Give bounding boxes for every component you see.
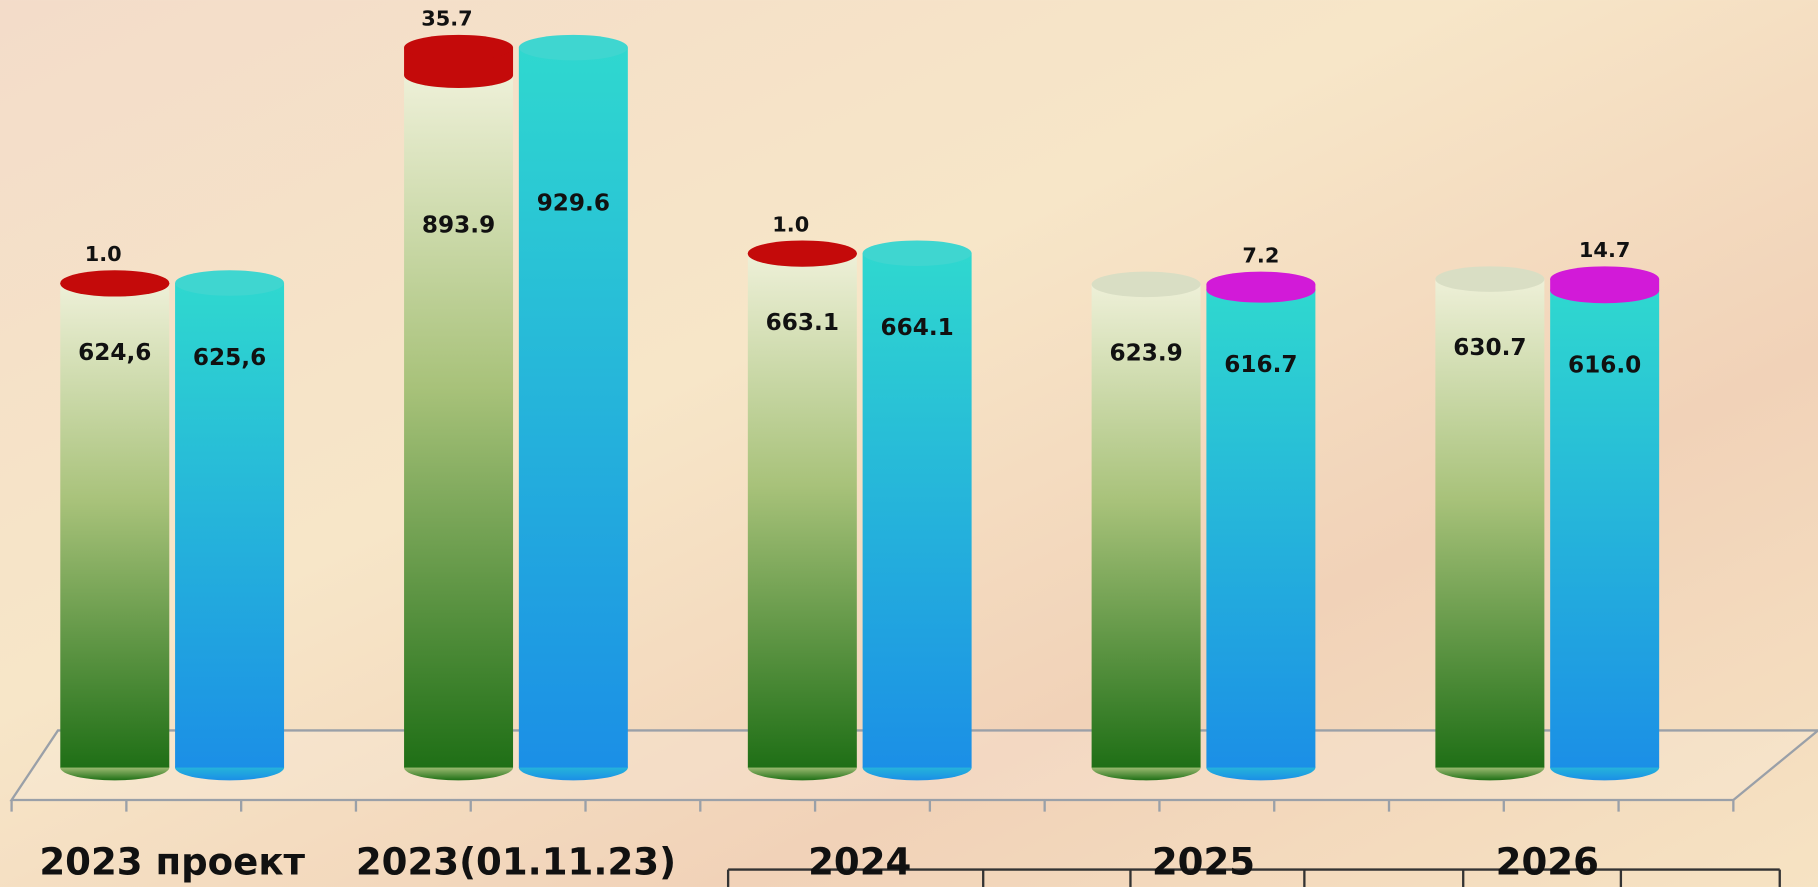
data-label: 7.2	[1242, 244, 1279, 268]
bar	[1206, 289, 1316, 768]
x-tick-label: 2023 проект	[39, 840, 305, 883]
cylinder-top	[862, 240, 972, 266]
data-label: 623.9	[1109, 339, 1182, 366]
bar	[747, 253, 857, 768]
data-label: 616.7	[1224, 351, 1297, 378]
cylinder-top	[747, 240, 857, 266]
data-label: 616.0	[1568, 351, 1641, 378]
data-label: 35.7	[421, 7, 472, 31]
cylinder-top	[1091, 271, 1201, 298]
data-label: 893.9	[422, 211, 495, 238]
x-tick-label: 2025	[1152, 840, 1255, 883]
x-tick-label: 2023(01.11.23)	[356, 840, 676, 883]
bar	[175, 283, 285, 768]
table-lines	[726, 868, 1781, 887]
bar	[518, 47, 628, 768]
cylinder-top	[1550, 266, 1660, 292]
bar	[1550, 290, 1660, 768]
bar	[1091, 284, 1201, 768]
data-label: 624,6	[78, 339, 151, 366]
data-label: 625,6	[193, 344, 266, 371]
cylinder-top	[60, 270, 170, 296]
data-label: 630.7	[1453, 334, 1526, 361]
data-label: 929.6	[537, 190, 610, 217]
cylinder-top	[404, 34, 514, 61]
data-label: 663.1	[766, 309, 839, 336]
bar	[862, 253, 972, 768]
bar	[1435, 279, 1545, 768]
bar	[404, 75, 514, 768]
data-label: 664.1	[880, 314, 953, 341]
data-label: 14.7	[1579, 238, 1630, 262]
cylinder-top	[1435, 266, 1545, 292]
x-tick-label: 2026	[1496, 840, 1599, 883]
data-label: 1.0	[772, 212, 809, 236]
data-label: 1.0	[85, 242, 122, 266]
cylinder-top	[518, 34, 628, 61]
cylinder-top	[175, 270, 285, 296]
cylinder-top	[1206, 271, 1316, 298]
x-tick-label: 2024	[808, 840, 911, 883]
bar	[60, 283, 170, 768]
